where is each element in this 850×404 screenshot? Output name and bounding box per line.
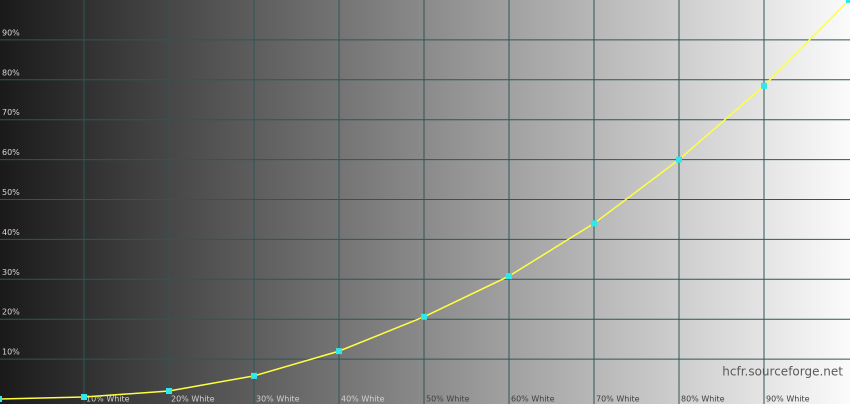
x-tick-label: 10% White <box>86 395 130 404</box>
x-tick-label: 70% White <box>596 395 640 404</box>
x-tick-label: 20% White <box>171 395 215 404</box>
data-point <box>251 372 257 379</box>
data-point <box>761 82 767 89</box>
y-tick-label: 50% <box>2 188 20 197</box>
y-tick-label: 70% <box>2 108 20 117</box>
watermark: hcfr.sourceforge.net <box>722 365 843 379</box>
x-tick-label: 60% White <box>511 395 555 404</box>
data-point <box>506 273 512 280</box>
data-point <box>81 394 87 401</box>
x-tick-label: 30% White <box>256 395 300 404</box>
data-point <box>591 220 597 227</box>
x-tick-label: 90% White <box>766 395 810 404</box>
data-point <box>0 396 2 402</box>
data-point <box>336 348 342 355</box>
x-tick-label: 50% White <box>426 395 470 404</box>
x-tick-label: 40% White <box>341 395 385 404</box>
data-point <box>421 313 427 320</box>
y-tick-label: 10% <box>2 348 20 357</box>
x-tick-label: 80% White <box>681 395 725 404</box>
y-tick-label: 90% <box>2 28 20 37</box>
y-tick-label: 30% <box>2 268 20 277</box>
data-point <box>676 156 682 163</box>
data-point <box>166 388 172 395</box>
data-point <box>846 0 850 3</box>
y-tick-label: 80% <box>2 68 20 77</box>
y-tick-label: 60% <box>2 148 20 157</box>
y-tick-label: 20% <box>2 308 20 317</box>
y-tick-label: 40% <box>2 228 20 237</box>
